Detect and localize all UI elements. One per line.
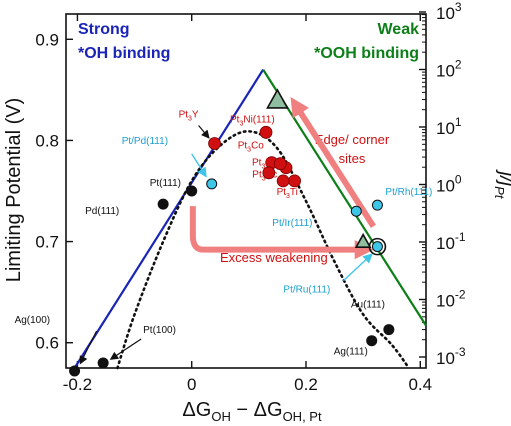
excess-label: Excess weakening: [220, 250, 328, 265]
strong-label-2: *OH binding: [78, 45, 170, 62]
edge-label-2: sites: [339, 151, 366, 166]
triangle-point: [354, 232, 372, 248]
black-point-label: Pd(111): [85, 206, 119, 217]
red-point-label: Pt3Y: [179, 109, 199, 122]
black-point: [366, 335, 378, 347]
black-point-label: Ag(100): [15, 315, 51, 326]
black-point-label: Pt(100): [143, 325, 176, 336]
weak-label: Weak: [377, 21, 419, 38]
cyan-point: [350, 205, 362, 217]
x-tick-label: 0.4: [408, 375, 432, 394]
black-point-label: Ag(111): [334, 347, 368, 358]
cyan-point-label: Pt/Ru(111): [283, 285, 330, 296]
weak-label-2: *OOH binding: [314, 45, 419, 62]
red-point-label: Pt3Ni: [252, 158, 275, 171]
strong-binding-line: [73, 69, 265, 369]
black-point: [69, 365, 81, 377]
points-layer: Pt(111) Pd(111) Ag(100) Pt(100) Au(111) Ag(11…: [15, 88, 432, 377]
arrows-layer: [79, 96, 376, 365]
cyan-point-label: Pt/Pd(111): [122, 136, 168, 147]
black-point-label: Au(111): [351, 300, 385, 311]
y-tick-label: 0.9: [35, 30, 59, 49]
x-axis-label: ΔGOH − ΔGOH, Pt: [182, 399, 322, 424]
red-point: [288, 174, 301, 188]
ptru-pointer: [342, 253, 373, 282]
cyan-point-label: Pt/Ir(111): [272, 218, 312, 229]
y2-axis-label: j/jPt: [492, 169, 511, 200]
y2-tick-label: 103: [436, 0, 462, 23]
excess-weakening-arrow: [189, 206, 374, 260]
cyan-point: [371, 199, 383, 211]
black-point: [186, 185, 198, 197]
red-point: [259, 125, 273, 139]
ag100-pointer: [79, 330, 98, 365]
y-tick-label: 0.6: [35, 334, 59, 353]
red-point-label: Pt3Ni(111): [230, 114, 275, 127]
red-point: [276, 174, 290, 188]
black-point: [383, 324, 395, 336]
edge-label: Edge/ corner: [315, 132, 390, 147]
y2-tick-label: 10-1: [436, 230, 466, 253]
plot-frame: [65, 13, 427, 369]
pt3y-pointer: [198, 125, 210, 139]
black-point: [157, 198, 169, 210]
weak-binding-line: [262, 69, 427, 327]
cyan-point: [371, 241, 383, 253]
y2-tick-label: 100: [436, 173, 462, 196]
red-point: [262, 166, 276, 180]
ptpd-pointer: [191, 153, 207, 178]
red-point-label: Pt3Co: [238, 141, 265, 154]
cyan-point: [206, 178, 218, 190]
axes-layer: -0.2 0 0.2 0.4 0.6 0.7 0.8 0.9 10-3 10-2 10-1 100 10…: [35, 0, 466, 394]
x-tick-label: 0.2: [294, 375, 318, 394]
y-tick-label: 0.8: [35, 131, 59, 150]
red-point: [208, 137, 221, 150]
y2-tick-label: 10-3: [436, 345, 466, 368]
edge-corner-arrow: [290, 96, 376, 229]
x-tick-label: 0: [187, 375, 196, 394]
red-point-label: Pt3Ti: [277, 187, 298, 200]
pt100-pointer: [109, 338, 142, 360]
x-tick-label: -0.2: [63, 375, 92, 394]
cyan-point-label: Pt/Rh(111): [385, 187, 432, 198]
black-point: [97, 357, 109, 369]
strong-label: Strong: [78, 21, 130, 38]
y-tick-label: 0.7: [35, 233, 59, 252]
y-axis-label: Limiting Potential (V): [3, 98, 25, 283]
triangle-point: [266, 88, 289, 109]
y2-tick-label: 102: [436, 58, 462, 81]
black-point-label: Pt(111): [150, 178, 181, 189]
y2-tick-label: 101: [436, 115, 462, 138]
y2-tick-label: 10-2: [436, 288, 466, 311]
red-point: [273, 157, 287, 171]
